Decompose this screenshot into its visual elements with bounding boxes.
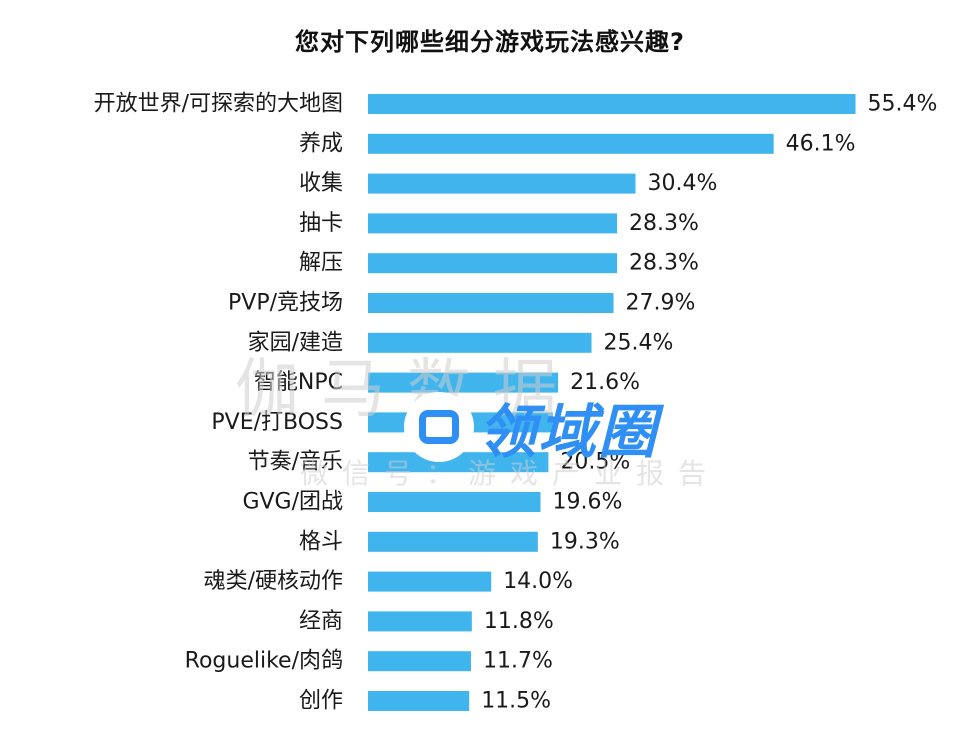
data-label: 11.7%: [483, 649, 553, 674]
category-label: 创作: [299, 689, 343, 714]
category-label: PVE/打BOSS: [211, 410, 343, 435]
watermark-text-large: 伽马数据: [235, 353, 579, 427]
bar: [368, 611, 472, 632]
bar: [368, 293, 614, 313]
watermark-text-small: 微信号：游戏产业报告: [300, 457, 721, 490]
data-label: 28.3%: [629, 251, 699, 276]
bar: [368, 332, 592, 353]
chart-title: 您对下列哪些细分游戏玩法感兴趣?: [295, 28, 685, 56]
bar: [368, 372, 559, 393]
data-label: 55.4%: [868, 92, 938, 117]
data-label: 11.8%: [484, 609, 554, 634]
data-label: 30.4%: [648, 171, 718, 196]
bar: [368, 651, 471, 672]
category-label: 魂类/硬核动作: [204, 569, 343, 594]
bar: [368, 133, 774, 154]
data-label: 11.5%: [481, 689, 551, 714]
category-label: Roguelike/肉鸽: [185, 649, 343, 674]
bar: [368, 452, 549, 473]
bar: [368, 691, 470, 711]
category-label: 经商: [299, 609, 343, 634]
category-label: 解压: [299, 251, 343, 276]
category-label: 智能NPC: [254, 370, 343, 395]
bar: [368, 492, 541, 512]
category-label: 节奏/音乐: [248, 450, 343, 475]
category-label: 格斗: [299, 529, 343, 554]
data-label: 25.4%: [604, 330, 674, 355]
bar: [368, 253, 618, 274]
watermark-logo-text: 领域圈: [478, 398, 659, 466]
category-label: 收集: [299, 171, 343, 196]
category-label: PVP/竞技场: [228, 291, 343, 316]
category-label: 抽卡: [299, 211, 343, 236]
data-label: 19.6%: [552, 490, 622, 515]
chat-bubble-icon: [404, 392, 474, 462]
bar: [368, 94, 856, 114]
data-label: 46.1%: [786, 131, 856, 156]
bar: [368, 571, 492, 592]
watermark-logo: 领域圈: [404, 385, 658, 469]
category-label: GVG/团战: [242, 490, 343, 515]
bar: [368, 173, 636, 194]
data-label: 21.6%: [570, 370, 640, 395]
category-label: 开放世界/可探索的大地图: [94, 92, 343, 117]
category-label: 养成: [299, 131, 343, 156]
data-label: 19.3%: [550, 529, 620, 554]
data-label: 20.5%: [560, 450, 630, 475]
bar: [368, 213, 618, 234]
data-label: 28.3%: [629, 211, 699, 236]
data-label: 14.0%: [503, 569, 573, 594]
bar: [368, 531, 538, 552]
category-label: 家园/建造: [248, 330, 343, 355]
data-label: 27.9%: [626, 291, 696, 316]
